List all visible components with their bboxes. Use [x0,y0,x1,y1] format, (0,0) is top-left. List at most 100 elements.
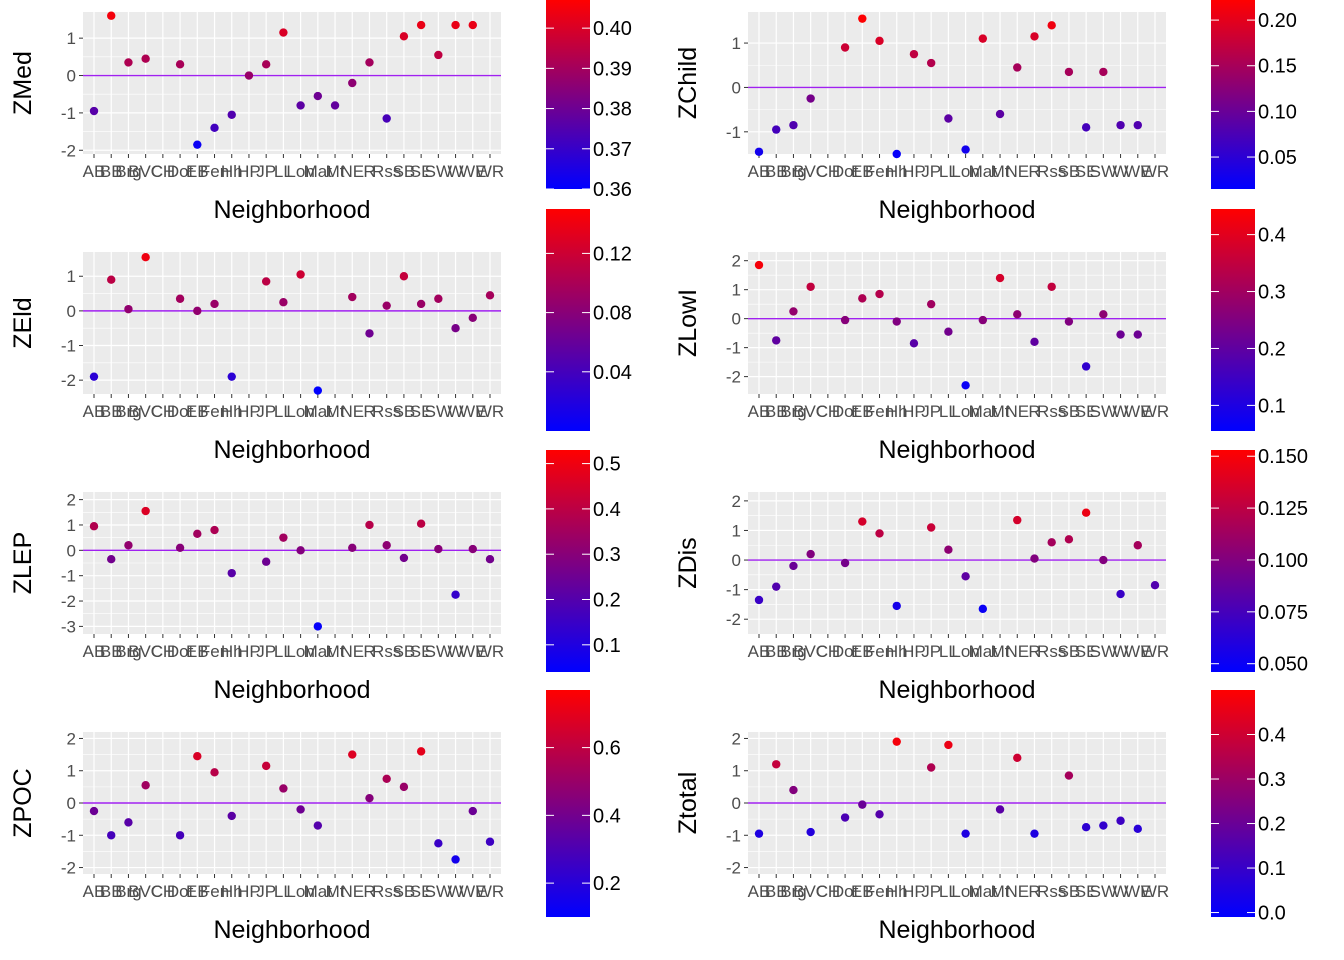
x-tick-label: SW [425,162,452,181]
x-tick-label: EB [851,882,874,901]
x-tick-label: Mt [991,162,1010,181]
x-tick-label: BB [100,642,123,661]
x-tick-label: BVC [793,162,828,181]
colorbar-label: 0.4 [1258,225,1286,247]
x-tick-label: Mat [304,162,333,181]
x-tick-label: Mat [304,882,333,901]
data-point [210,768,219,777]
data-point [772,760,781,769]
x-tick-label: WE [1124,642,1151,661]
data-point [840,558,850,568]
data-point [124,304,133,314]
y-tick-label: -1 [726,339,741,358]
x-tick-label: R [363,402,375,421]
colorbar-label: 0.3 [1258,282,1286,304]
data-point [926,299,936,309]
x-tick-label: WE [459,162,486,181]
data-point [330,101,340,110]
data-point [1064,771,1074,780]
x-tick-label: EB [186,402,209,421]
x-tick-label: EB [851,402,874,421]
x-tick-label: LL [939,882,958,901]
data-point [840,813,850,822]
y-tick-label: -1 [61,104,76,123]
x-axis-title: Neighborhood [213,676,370,704]
data-point [1013,515,1022,525]
y-tick-label: 1 [732,34,741,53]
x-tick-label: R [1028,882,1040,901]
colorbar-label: 0.2 [593,873,621,895]
x-tick-label: Lon [951,402,979,421]
x-tick-label: HP [902,642,926,661]
x-tick-label: BB [765,882,788,901]
x-tick-label: Hh [221,642,243,661]
data-point [1081,362,1091,371]
x-tick-label: HP [902,882,926,901]
data-point [107,831,116,840]
chart-panel-4: -2 -1 0 1 2 ABBBBrgBVCCHDotEBFenHhHPJPLLLonMa… [674,209,1286,464]
y-axis-title: ZDis [674,537,702,588]
data-point [754,147,764,156]
data-point [1099,821,1108,830]
chart-panel-7: -2 -1 0 1 2 ABBBBrgBVCCHDotEBFenHhHPJPLLLonMa… [9,690,621,944]
y-tick-label: -1 [726,826,741,845]
x-tick-label: NE [1005,162,1029,181]
colorbar [1211,209,1255,431]
colorbar-label: 0.4 [593,805,621,827]
x-tick-label: Fen [200,882,229,901]
colorbar-label: 0.39 [593,58,632,80]
chart-panel-3: -2 -1 0 1 ABBBBrgBVCCHDotEBFenHhHPJPLLLonMat… [9,209,632,464]
data-point [382,541,391,550]
x-tick-label: SW [1090,402,1117,421]
data-point [210,525,219,535]
x-tick-label: WR [1141,402,1169,421]
x-tick-label: WE [1124,162,1151,181]
x-tick-label: W [1113,162,1129,181]
data-point [995,805,1005,814]
data-point [944,740,953,750]
x-tick-label: CH [151,162,176,181]
x-tick-label: Mat [969,642,998,661]
data-point [124,58,133,67]
data-point [1013,753,1022,763]
colorbar-label: 0.1 [1258,395,1286,417]
x-tick-label: Dot [832,882,859,901]
x-tick-label: SE [410,882,433,901]
data-point [89,522,99,531]
panel-background [748,252,1166,394]
x-tick-label: Mt [326,882,345,901]
data-point [279,784,288,793]
x-tick-label: W [448,882,464,901]
x-tick-label: SB [393,882,416,901]
data-point [141,54,150,63]
panel-background [83,12,501,154]
y-tick-label: 0 [67,67,76,86]
data-point [434,839,443,848]
chart-panel-1: -2 -1 0 1 ABBBBrgBVCCHDotEBFenHhHPJPLLLonMat… [9,0,632,224]
chart-panel-6: -2 -1 0 1 2 ABBBBrgBVCCHDotEBFenHhHPJPLLLonMa… [674,446,1308,704]
data-point [141,252,150,262]
x-tick-label: SW [425,642,452,661]
x-tick-label: NE [1005,882,1029,901]
x-tick-label: Mat [969,882,998,901]
data-point [348,78,357,88]
data-point [210,299,219,309]
x-tick-label: AB [748,162,771,181]
data-point [296,270,305,279]
x-tick-label: SB [1058,642,1081,661]
x-tick-label: AB [748,642,771,661]
data-point [1116,589,1125,599]
data-point [961,829,970,838]
x-tick-label: Brg [115,162,141,181]
chart-panels: -2-101ABBBBrgBVCCHDotEBFenHhHPJPLLLonMat… [9,0,1308,944]
y-axis-title: ZEld [9,297,37,348]
colorbar-label: 0.4 [1258,725,1286,747]
x-tick-label: LL [939,162,958,181]
data-point [961,572,970,581]
data-point [382,114,391,123]
x-tick-label: SB [1058,402,1081,421]
data-point [875,36,884,46]
data-point [892,317,901,326]
x-tick-label: LL [274,162,293,181]
data-point [754,595,764,605]
